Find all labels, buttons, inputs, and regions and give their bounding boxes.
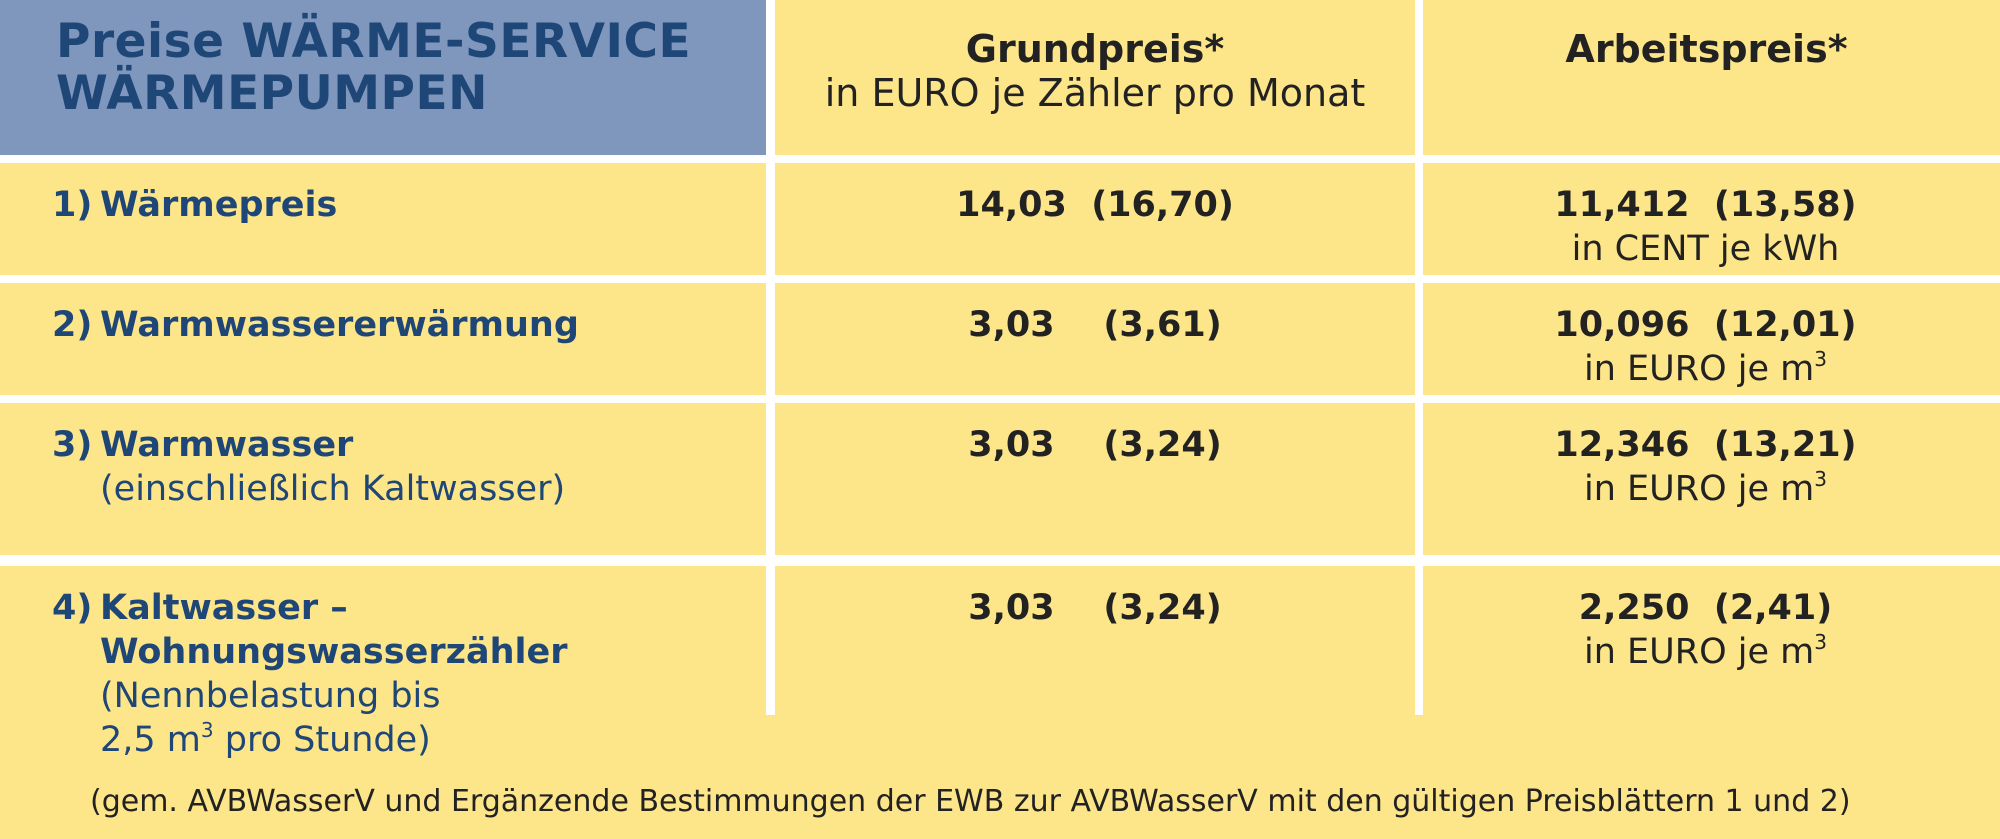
row-2-label: 2) Warmwassererwärmung xyxy=(52,303,579,347)
table-title: Preise WÄRME-SERVICE WÄRMEPUMPEN xyxy=(56,16,691,120)
row-1-label: 1) Wärmepreis xyxy=(52,183,337,227)
row-4-grundpreis-value: 3,03 (3,24) xyxy=(968,588,1222,628)
row-3-grundpreis: 3,03 (3,24) xyxy=(775,423,1415,467)
row-1-label-cell: 1) Wärmepreis xyxy=(0,163,766,275)
footnote: (gem. AVBWasserV und Ergänzende Bestimmu… xyxy=(90,784,1851,819)
arbeitspreis-label: Arbeitspreis* xyxy=(1565,27,1848,71)
arbeitspreis-header-cell: Arbeitspreis* xyxy=(1423,0,2000,155)
column-divider-1 xyxy=(766,566,775,715)
row-3-arbeitspreis-value: 12,346 (13,21) xyxy=(1554,425,1857,465)
row-3-label-cell: 3) Warmwasser (einschließlich Kaltwasser) xyxy=(0,403,766,555)
row-3-label: 3) Warmwasser (einschließlich Kaltwasser) xyxy=(52,423,565,511)
row-2-number: 2) xyxy=(52,305,93,345)
row-2-grundpreis: 3,03 (3,61) xyxy=(775,303,1415,347)
row-4-name: Kaltwasser – xyxy=(100,588,348,628)
row-2-arbeitspreis-cell: 10,096 (12,01) in EURO je m3 xyxy=(1423,283,2000,395)
row-3-arbeitspreis-unit: in EURO je m3 xyxy=(1584,467,1827,509)
row-4-name-line-2: Wohnungswasserzähler xyxy=(100,632,568,672)
row-4-arbeitspreis-unit: in EURO je m3 xyxy=(1584,630,1827,672)
title-line-1: Preise WÄRME-SERVICE xyxy=(56,14,692,69)
grundpreis-label: Grundpreis* xyxy=(965,27,1225,71)
row-1-arbeitspreis: 11,412 (13,58) in CENT je kWh xyxy=(1411,183,2000,271)
row-4-arbeitspreis-value: 2,250 (2,41) xyxy=(1578,588,1833,628)
row-2-arbeitspreis-unit: in EURO je m3 xyxy=(1584,347,1827,389)
table-title-cell: Preise WÄRME-SERVICE WÄRMEPUMPEN xyxy=(0,0,766,155)
row-1-name: Wärmepreis xyxy=(100,185,338,225)
row-1-grundpreis: 14,03 (16,70) xyxy=(775,183,1415,227)
row-3-arbeitspreis: 12,346 (13,21) in EURO je m3 xyxy=(1411,423,2000,511)
row-1-number: 1) xyxy=(52,185,93,225)
row-1-grundpreis-value: 14,03 (16,70) xyxy=(956,185,1234,225)
row-4-label-cell: 4) Kaltwasser – Wohnungswasserzähler (Nen… xyxy=(0,566,2000,839)
row-3-subtitle: (einschließlich Kaltwasser) xyxy=(100,469,566,509)
grundpreis-header-cell: Grundpreis* in EURO je Zähler pro Monat xyxy=(775,0,1415,155)
row-1-grundpreis-cell: 14,03 (16,70) xyxy=(775,163,1415,275)
row-4-subtitle-1: (Nennbelastung bis xyxy=(100,676,441,716)
grundpreis-sublabel: in EURO je Zähler pro Monat xyxy=(824,71,1366,115)
row-1-arbeitspreis-unit: in CENT je kWh xyxy=(1571,229,1840,269)
row-1-arbeitspreis-value: 11,412 (13,58) xyxy=(1554,185,1857,225)
row-2-label-cell: 2) Warmwassererwärmung xyxy=(0,283,766,395)
column-divider-2 xyxy=(1415,566,1423,715)
row-2-arbeitspreis-value: 10,096 (12,01) xyxy=(1554,305,1857,345)
row-3-name: Warmwasser xyxy=(100,425,354,465)
grundpreis-header: Grundpreis* in EURO je Zähler pro Monat xyxy=(775,27,1415,115)
row-2-name: Warmwassererwärmung xyxy=(100,305,579,345)
row-3-grundpreis-value: 3,03 (3,24) xyxy=(968,425,1222,465)
row-4-arbeitspreis: 2,250 (2,41) in EURO je m3 xyxy=(1423,566,2000,715)
row-3-grundpreis-cell: 3,03 (3,24) xyxy=(775,403,1415,555)
title-line-2: WÄRMEPUMPEN xyxy=(56,66,488,121)
arbeitspreis-header: Arbeitspreis* xyxy=(1413,27,2000,71)
row-2-arbeitspreis: 10,096 (12,01) in EURO je m3 xyxy=(1411,303,2000,391)
row-3-number: 3) xyxy=(52,425,93,465)
row-2-grundpreis-value: 3,03 (3,61) xyxy=(968,305,1222,345)
row-4-number: 4) xyxy=(52,588,93,628)
row-2-grundpreis-cell: 3,03 (3,61) xyxy=(775,283,1415,395)
row-4-grundpreis: 3,03 (3,24) xyxy=(775,566,1415,715)
row-3-arbeitspreis-cell: 12,346 (13,21) in EURO je m3 xyxy=(1423,403,2000,555)
row-1-arbeitspreis-cell: 11,412 (13,58) in CENT je kWh xyxy=(1423,163,2000,275)
row-4-label: 4) Kaltwasser – Wohnungswasserzähler (Nen… xyxy=(52,586,567,762)
row-4-subtitle-2: 2,5 m3 pro Stunde) xyxy=(100,718,431,760)
